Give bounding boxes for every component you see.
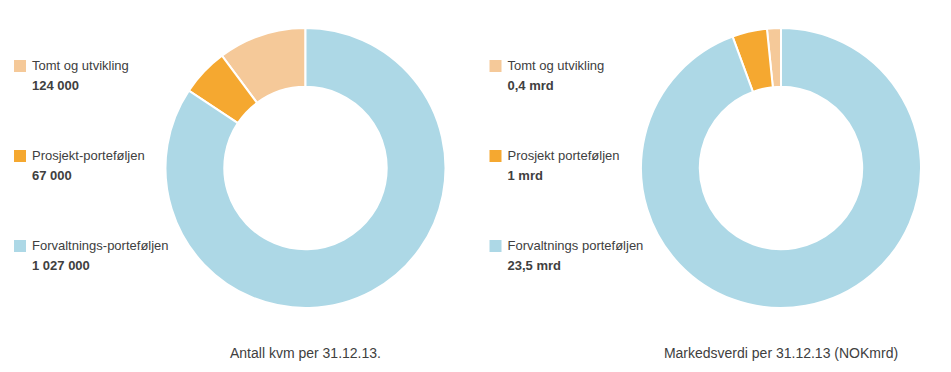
legend-value: 124 000 — [32, 78, 79, 93]
chart-title: Markedsverdi per 31.12.13 (NOKmrd) — [664, 345, 898, 361]
legend: Tomt og utvikling 0,4 mrd Prosjekt portefø… — [490, 58, 644, 273]
legend-swatch — [14, 240, 26, 252]
legend: Tomt og utvikling 124 000 Prosjekt-portefø… — [14, 58, 169, 273]
legend-value: 23,5 mrd — [508, 258, 562, 273]
legend-label: Prosjekt porteføljen — [508, 148, 620, 163]
legend-label: Prosjekt-porteføljen — [32, 148, 145, 163]
legend-swatch — [490, 240, 502, 252]
legend-value: 1 027 000 — [32, 258, 90, 273]
legend-value: 0,4 mrd — [508, 78, 554, 93]
donut-slice — [641, 28, 921, 308]
legend-value: 1 mrd — [508, 168, 543, 183]
chart: Tomt og utvikling 0,4 mrd Prosjekt portefø… — [490, 28, 922, 361]
legend-swatch — [14, 60, 26, 72]
legend-label: Tomt og utvikling — [32, 58, 129, 73]
chart: Tomt og utvikling 124 000 Prosjekt-portefø… — [14, 28, 446, 361]
chart-title: Antall kvm per 31.12.13. — [230, 345, 381, 361]
legend-label: Forvaltnings-porteføljen — [32, 238, 169, 253]
legend-swatch — [490, 150, 502, 162]
donut-slice — [166, 28, 446, 308]
legend-label: Tomt og utvikling — [508, 58, 605, 73]
legend-swatch — [14, 150, 26, 162]
legend-label: Forvaltnings porteføljen — [508, 238, 644, 253]
legend-value: 67 000 — [32, 168, 72, 183]
legend-swatch — [490, 60, 502, 72]
chart-canvas: Tomt og utvikling 124 000 Prosjekt-portefø… — [0, 0, 951, 372]
